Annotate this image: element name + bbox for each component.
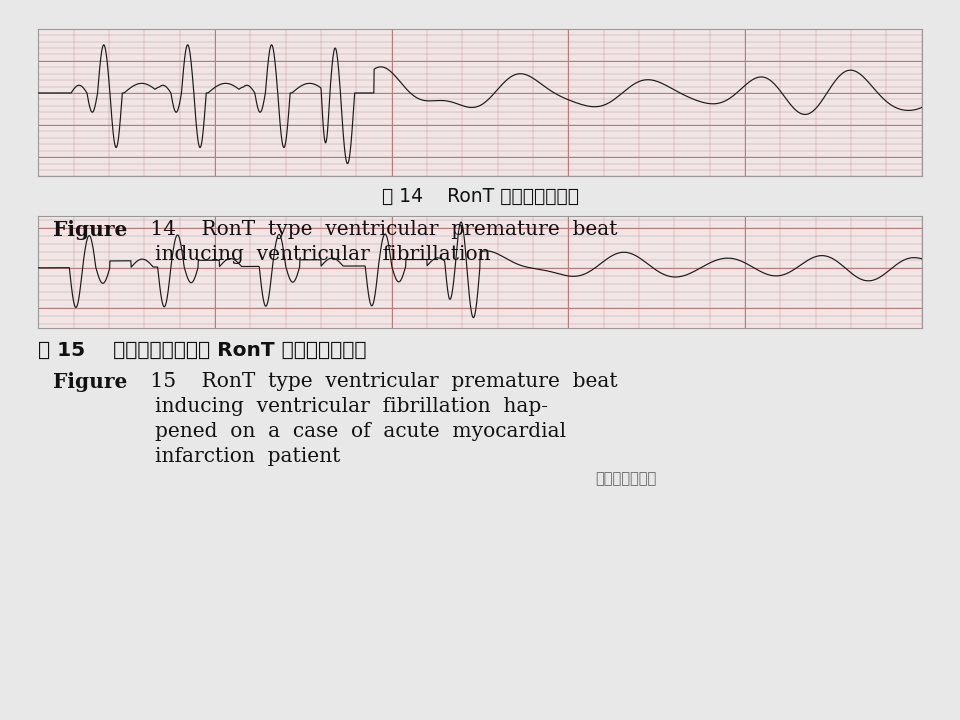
Text: Figure: Figure: [53, 220, 127, 240]
Text: infarction  patient: infarction patient: [53, 447, 340, 466]
Text: 图 14    RonT 型室早诱发室颤: 图 14 RonT 型室早诱发室颤: [381, 187, 579, 206]
Text: 15    RonT  type  ventricular  premature  beat: 15 RonT type ventricular premature beat: [144, 372, 617, 390]
Text: 图 15    急性心肌棗死患者 RonT 型室早诱发室颤: 图 15 急性心肌棗死患者 RonT 型室早诱发室颤: [38, 341, 367, 359]
Text: 14    RonT  type  ventricular  premature  beat: 14 RonT type ventricular premature beat: [144, 220, 617, 238]
Text: 朱晓晓心电资讯: 朱晓晓心电资讯: [595, 472, 657, 487]
Text: inducing  ventricular  fibrillation  hap-: inducing ventricular fibrillation hap-: [53, 397, 548, 415]
Text: inducing  ventricular  fibrillation: inducing ventricular fibrillation: [53, 245, 491, 264]
Text: Figure: Figure: [53, 372, 127, 392]
Text: pened  on  a  case  of  acute  myocardial: pened on a case of acute myocardial: [53, 422, 566, 441]
